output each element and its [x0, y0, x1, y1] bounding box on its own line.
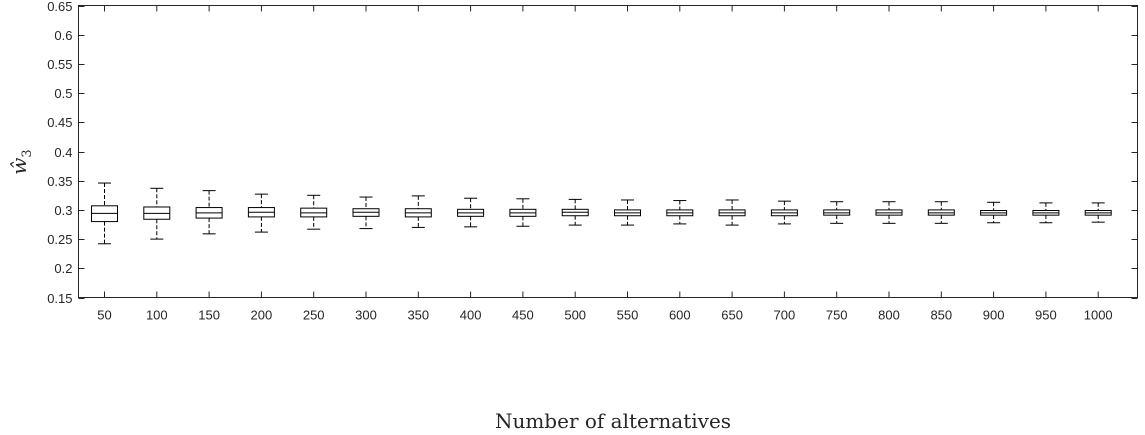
box-300 [352, 196, 380, 230]
y-tick-label: 0.65 [47, 0, 72, 14]
y-tick-label: 0.3 [54, 203, 72, 218]
x-tick-label: 500 [564, 308, 586, 323]
x-axis: 50 100 150 200 250 300 350 400 450 500 550 600 650 70… [97, 5, 1113, 323]
box-800 [875, 201, 903, 224]
box-950 [1032, 202, 1060, 224]
box-200 [247, 193, 275, 233]
x-tick-label: 100 [146, 308, 168, 323]
y-tick-label: 0.55 [47, 57, 72, 72]
x-tick-label: 50 [97, 308, 111, 323]
x-tick-label: 450 [512, 308, 534, 323]
y-tick-label: 0.2 [54, 261, 72, 276]
x-tick-label: 400 [460, 308, 482, 323]
y-axis-label: ŵ3 [7, 149, 35, 174]
boxes [91, 182, 1112, 245]
box-150 [195, 190, 223, 235]
box-50 [91, 182, 118, 245]
x-axis-label: Number of alternatives [495, 409, 731, 433]
x-tick-label: 350 [407, 308, 429, 323]
x-tick-label: 900 [983, 308, 1005, 323]
box-100 [143, 187, 171, 240]
box-250 [300, 194, 328, 230]
y-tick-label: 0.5 [54, 86, 72, 101]
box-400 [457, 197, 485, 228]
x-tick-label: 1000 [1084, 308, 1113, 323]
x-tick-label: 600 [669, 308, 691, 323]
box-500 [561, 198, 589, 226]
box-850 [927, 201, 955, 224]
plot-frame [78, 5, 1138, 298]
y-tick-label: 0.25 [47, 232, 72, 247]
x-tick-label: 550 [617, 308, 639, 323]
box-1000 [1084, 202, 1112, 223]
x-tick-label: 150 [198, 308, 220, 323]
box-900 [980, 201, 1008, 224]
y-tick-label: 0.6 [54, 28, 72, 43]
box-450 [509, 198, 537, 227]
x-tick-label: 650 [721, 308, 743, 323]
y-tick-label: 0.4 [54, 145, 72, 160]
x-tick-label: 950 [1035, 308, 1057, 323]
box-350 [404, 195, 432, 228]
box-550 [614, 199, 641, 226]
x-tick-label: 800 [878, 308, 900, 323]
box-750 [823, 201, 851, 224]
x-tick-label: 250 [303, 308, 325, 323]
y-tick-label: 0.35 [47, 174, 72, 189]
x-tick-label: 750 [826, 308, 848, 323]
x-tick-label: 700 [774, 308, 796, 323]
y-axis-label-subscript: 3 [20, 149, 35, 157]
y-tick-label: 0.45 [47, 115, 72, 130]
y-tick-label: 0.15 [47, 291, 72, 306]
box-650 [718, 199, 746, 226]
x-tick-label: 850 [930, 308, 952, 323]
box-700 [770, 200, 798, 225]
y-axis-label-base: ŵ [7, 158, 31, 175]
box-600 [666, 200, 694, 225]
x-tick-label: 300 [355, 308, 377, 323]
y-axis: 0.15 0.2 0.25 0.3 0.35 0.4 0.45 0.5 0.55 0.6 0.65 [47, 0, 1138, 306]
x-tick-label: 200 [251, 308, 273, 323]
